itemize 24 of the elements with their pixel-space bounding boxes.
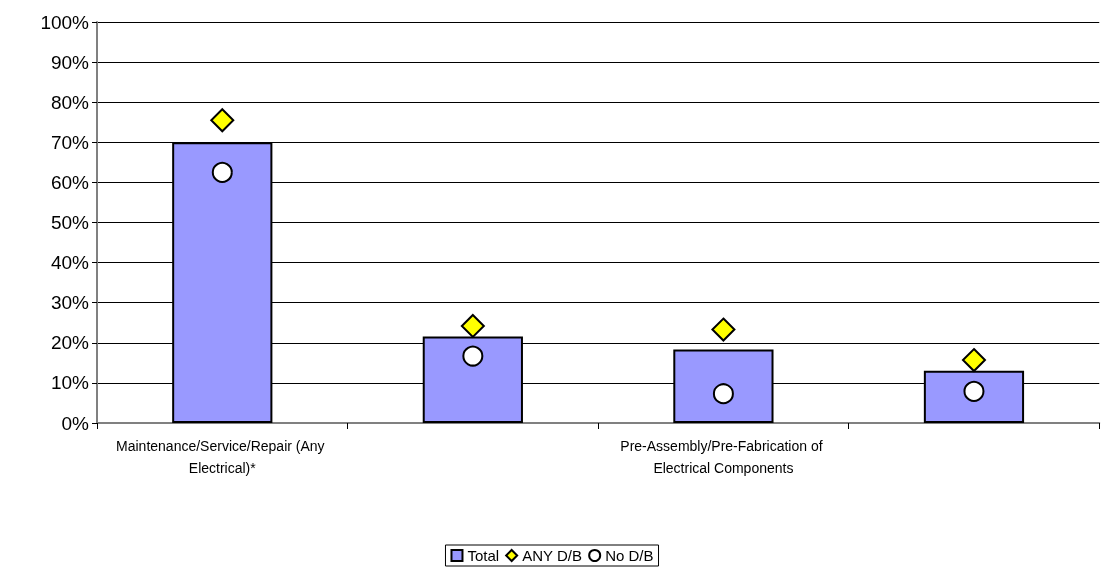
legend-label: ANY D/B <box>522 547 582 564</box>
y-tick-label: 60% <box>50 171 90 193</box>
x-tick-label: Maintenance/Service/Repair (Any Electrical)* <box>116 438 329 476</box>
y-tick-label: 30% <box>50 292 90 314</box>
y-tick-label: 80% <box>50 91 90 113</box>
point <box>210 108 235 133</box>
y-tick-label: 70% <box>50 131 90 153</box>
y-tick-label: 90% <box>50 51 90 73</box>
y-tick-label: 20% <box>50 332 90 354</box>
y-tick-label: 0% <box>61 412 90 434</box>
x-tick-label: Pre-Assembly/Pre-Fabrication of Electrical Components <box>620 438 827 476</box>
y-tick-label: 10% <box>50 372 90 394</box>
point <box>961 348 986 373</box>
point <box>711 317 736 342</box>
point <box>963 380 985 402</box>
point <box>211 161 233 183</box>
y-tick-label: 100% <box>40 11 90 33</box>
point <box>460 313 485 338</box>
y-tick-label: 40% <box>50 252 90 274</box>
legend-label: No D/B <box>605 547 654 564</box>
point <box>712 383 734 405</box>
point <box>462 345 484 367</box>
legend-label: Total <box>467 547 500 564</box>
y-tick-label: 50% <box>50 212 90 233</box>
